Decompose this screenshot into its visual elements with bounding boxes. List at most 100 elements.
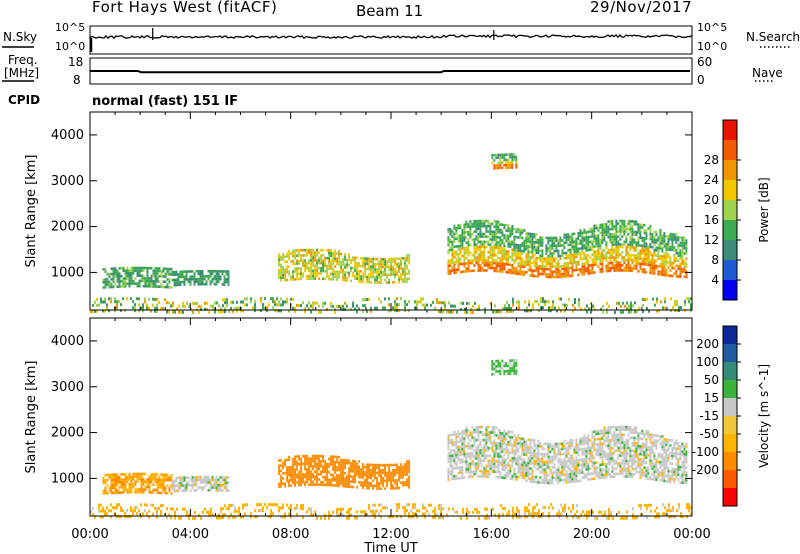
echo-cell (561, 442, 564, 445)
echo-cell (148, 475, 151, 478)
echo-cell (571, 256, 574, 259)
echo-cell (294, 484, 297, 487)
echo-cell (298, 251, 301, 255)
echo-cell (547, 450, 550, 454)
echo-cell (448, 301, 450, 305)
echo-cell (639, 254, 642, 258)
echo-cell (639, 226, 642, 229)
echo-cell (551, 254, 554, 258)
echo-cell (487, 230, 490, 233)
echo-cell (566, 303, 568, 307)
echo-cell (673, 272, 676, 275)
echo-cell (601, 254, 604, 258)
echo-cell (298, 483, 301, 487)
echo-cell (118, 280, 121, 283)
echo-cell (613, 256, 616, 259)
echo-cell (577, 237, 580, 240)
echo-cell (615, 235, 618, 238)
echo-cell (547, 458, 550, 461)
echo-cell (533, 259, 536, 262)
echo-cell (378, 482, 381, 485)
echo-cell (619, 227, 622, 231)
echo-cell (146, 483, 149, 486)
echo-cell (124, 282, 127, 286)
echo-cell (459, 461, 462, 464)
echo-cell (552, 300, 554, 304)
echo-cell (448, 310, 450, 314)
echo-cell (649, 263, 652, 267)
echo-cell (175, 273, 178, 276)
echo-cell (215, 489, 218, 492)
echo-cell (342, 477, 345, 480)
echo-cell (354, 274, 357, 278)
echo-cell (224, 310, 226, 314)
echo-cell (675, 275, 678, 278)
echo-cell (671, 274, 674, 278)
echo-cell (608, 304, 610, 308)
echo-cell (559, 270, 562, 273)
echo-cell (509, 451, 512, 454)
echo-cell (479, 240, 482, 244)
echo-cell (465, 249, 468, 252)
echo-cell (587, 267, 590, 270)
echo-cell (565, 264, 568, 268)
echo-cell (102, 281, 105, 284)
echo-cell (110, 478, 113, 482)
echo-cell (541, 259, 544, 263)
echo-cell (483, 253, 486, 257)
echo-cell (164, 489, 167, 492)
echo-cell (207, 488, 210, 492)
echo-cell (457, 247, 460, 251)
echo-cell (292, 278, 295, 281)
echo-cell (549, 481, 552, 485)
echo-cell (487, 433, 490, 437)
echo-cell (352, 480, 355, 484)
echo-cell (491, 465, 494, 468)
echo-cell (150, 480, 153, 484)
echo-cell (400, 259, 403, 263)
echo-cell (649, 227, 652, 230)
echo-cell (209, 481, 212, 484)
echo-cell (615, 232, 618, 236)
echo-cell (521, 476, 524, 480)
echo-cell (491, 457, 494, 460)
echo-cell (641, 249, 644, 253)
echo-cell (280, 309, 282, 313)
echo-cell (495, 269, 498, 273)
echo-cell (629, 266, 632, 270)
echo-cell (332, 473, 335, 477)
echo-cell (330, 267, 333, 271)
echo-cell (302, 248, 305, 252)
echo-cell (156, 272, 159, 275)
echo-cell (571, 444, 574, 447)
echo-cell (185, 484, 188, 487)
echo-cell (573, 462, 576, 465)
echo-cell (585, 262, 588, 265)
echo-cell (282, 466, 285, 470)
echo-cell (144, 266, 147, 270)
echo-cell (483, 224, 486, 228)
echo-cell (394, 262, 397, 266)
echo-cell (547, 249, 550, 253)
echo-cell (620, 310, 622, 314)
echo-cell (569, 470, 572, 473)
echo-cell (507, 237, 510, 240)
echo-cell (132, 266, 135, 270)
echo-cell (553, 471, 556, 474)
echo-cell (104, 489, 107, 492)
echo-cell (378, 265, 381, 269)
echo-cell (567, 480, 570, 484)
echo-cell (170, 492, 173, 495)
echo-cell (457, 432, 460, 436)
echo-cell (462, 301, 464, 305)
echo-cell (646, 306, 648, 310)
echo-cell (108, 489, 111, 492)
echo-cell (681, 244, 684, 247)
echo-cell (497, 462, 500, 466)
echo-cell (316, 251, 319, 254)
echo-cell (597, 247, 600, 250)
echo-cell (493, 439, 496, 442)
echo-cell (316, 264, 319, 267)
echo-cell (370, 265, 373, 268)
echo-cell (499, 476, 502, 479)
